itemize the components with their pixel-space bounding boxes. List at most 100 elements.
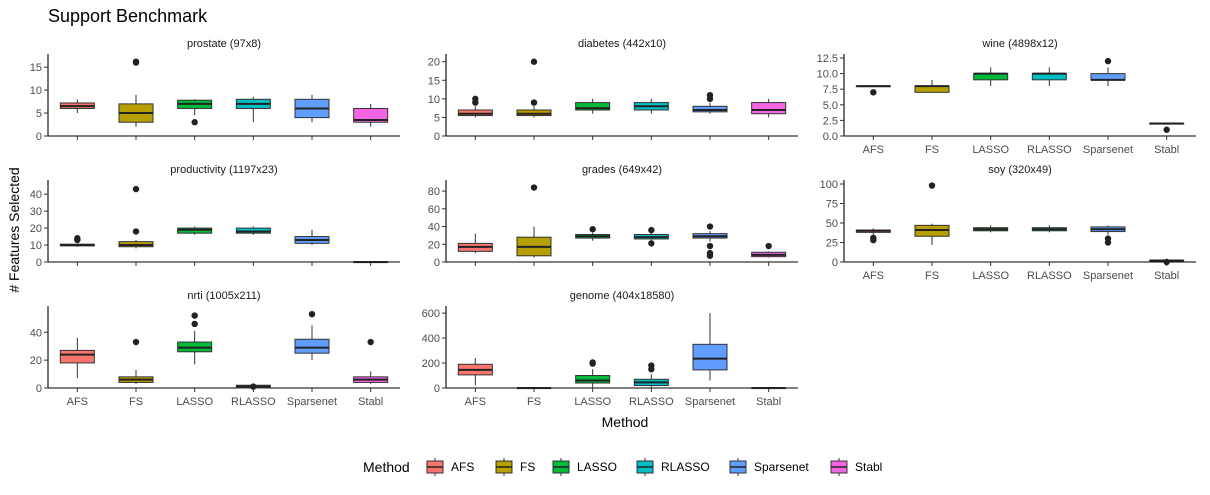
box-sparsenet (692, 91, 728, 114)
box-fs (118, 338, 154, 384)
legend-item-fs: FS (495, 458, 535, 476)
y-tick-label: 0 (36, 257, 42, 269)
x-tick-label: RLASSO (231, 396, 276, 408)
legend: Method AFS FS LASSO RLASSO Sparsenet Stabl (363, 458, 882, 476)
y-tick-label: 7.5 (823, 84, 838, 96)
legend-label: Sparsenet (754, 460, 809, 474)
box-sparsenet (692, 313, 728, 381)
y-tick-label: 20 (428, 239, 440, 251)
box-afs (59, 235, 95, 247)
box-sparsenet (1090, 57, 1126, 87)
y-tick-label: 60 (428, 204, 440, 216)
x-tick-label: LASSO (176, 396, 213, 408)
box-iqr (692, 343, 728, 371)
panel-prostate: prostate (97x8) 0 5 10 15 (30, 38, 400, 143)
box-lasso (575, 98, 611, 114)
legend-label: RLASSO (661, 460, 710, 474)
box-stabl (353, 261, 389, 264)
box-rlasso (633, 98, 669, 114)
box-sparsenet (294, 94, 330, 123)
x-tick-label: AFS (863, 270, 884, 282)
y-tick-label: 40 (428, 222, 440, 234)
y-tick-label: 10 (428, 94, 440, 106)
outlier-point (191, 312, 198, 319)
y-tick-label: 10 (30, 85, 42, 97)
x-tick-label: FS (129, 396, 143, 408)
outlier-point (648, 362, 655, 369)
outlier-point (132, 338, 140, 346)
chart-title: Support Benchmark (48, 6, 208, 26)
legend-title: Method (363, 459, 410, 475)
panel-diabetes: diabetes (442x10) 0 5 10 15 20 (428, 38, 798, 143)
y-tick-label: 30 (30, 206, 42, 218)
x-tick-label: Sparsenet (1083, 144, 1133, 156)
panel-title: productivity (1197x23) (170, 164, 277, 176)
x-tick-label: Stabl (358, 396, 383, 408)
box-rlasso (1031, 225, 1067, 233)
box-sparsenet (692, 223, 728, 259)
y-tick-label: 2.5 (823, 115, 838, 127)
panel-grades: grades (649x42) 0 20 40 60 80 (428, 164, 798, 269)
box-afs (59, 337, 95, 379)
outlier-point (132, 228, 140, 235)
panel-title: soy (320x49) (988, 164, 1052, 176)
box-lasso (575, 226, 611, 241)
outlier-point (1163, 258, 1170, 266)
box-rlasso (235, 226, 271, 235)
outlier-point (530, 58, 538, 65)
y-tick-label: 15 (30, 62, 42, 74)
y-tick-label: 20 (428, 57, 440, 69)
legend-label: FS (520, 460, 535, 474)
legend-label: AFS (451, 460, 474, 474)
outlier-point (870, 234, 877, 242)
outlier-point (589, 359, 596, 366)
box-stabl (353, 338, 389, 384)
legend-item-sparsenet: Sparsenet (729, 458, 809, 476)
x-tick-label: Sparsenet (685, 396, 735, 408)
box-fs (914, 79, 950, 93)
y-tick-label: 80 (428, 186, 440, 198)
y-tick-label: 0 (832, 257, 838, 269)
outlier-point (74, 235, 81, 242)
outlier-point (472, 95, 479, 103)
outlier-point (928, 182, 936, 189)
y-tick-label: 40 (30, 327, 42, 339)
x-tick-label: FS (527, 396, 541, 408)
legend-item-lasso: LASSO (552, 458, 617, 476)
box-stabl (751, 242, 787, 258)
box-lasso (973, 225, 1009, 233)
y-tick-label: 10.0 (817, 69, 838, 81)
x-tick-label: AFS (863, 144, 884, 156)
panel-title: prostate (97x8) (187, 38, 261, 50)
outlier-point (367, 338, 374, 346)
panel-wine: wine (4898x12) 0.0 2.5 5.0 7.5 10.0 12.5 AFS FS L… (817, 38, 1196, 156)
box-stabl (751, 387, 787, 390)
panel-title: diabetes (442x10) (578, 38, 666, 50)
outlier-point (765, 242, 772, 250)
outlier-point (706, 223, 714, 230)
outlier-point (706, 91, 714, 99)
box-rlasso (1031, 67, 1067, 87)
panel-genome: genome (404x18580) 0 200 400 600 AFS FS LASSO RL… (422, 290, 798, 408)
box-iqr (353, 107, 389, 123)
x-tick-label: LASSO (972, 144, 1009, 156)
panel-productivity: productivity (1197x23) 0 10 20 30 40 (30, 164, 400, 269)
outlier-point (132, 185, 140, 193)
box-iqr (294, 338, 330, 354)
outlier-point (1104, 57, 1112, 65)
x-tick-label: Sparsenet (1083, 270, 1133, 282)
outlier-point (1163, 126, 1170, 133)
outlier-point (250, 383, 257, 390)
box-fs (516, 184, 552, 258)
y-tick-label: 0 (36, 131, 42, 143)
y-axis-label: # Features Selected (6, 167, 22, 292)
y-tick-label: 10 (30, 240, 42, 252)
panel-title: nrti (1005x211) (187, 290, 260, 302)
box-fs (516, 58, 552, 118)
box-afs (457, 233, 493, 254)
y-tick-label: 0 (36, 383, 42, 395)
panel-title: genome (404x18580) (570, 290, 675, 302)
x-axis-label: Method (602, 414, 649, 430)
x-tick-label: Stabl (1154, 144, 1179, 156)
